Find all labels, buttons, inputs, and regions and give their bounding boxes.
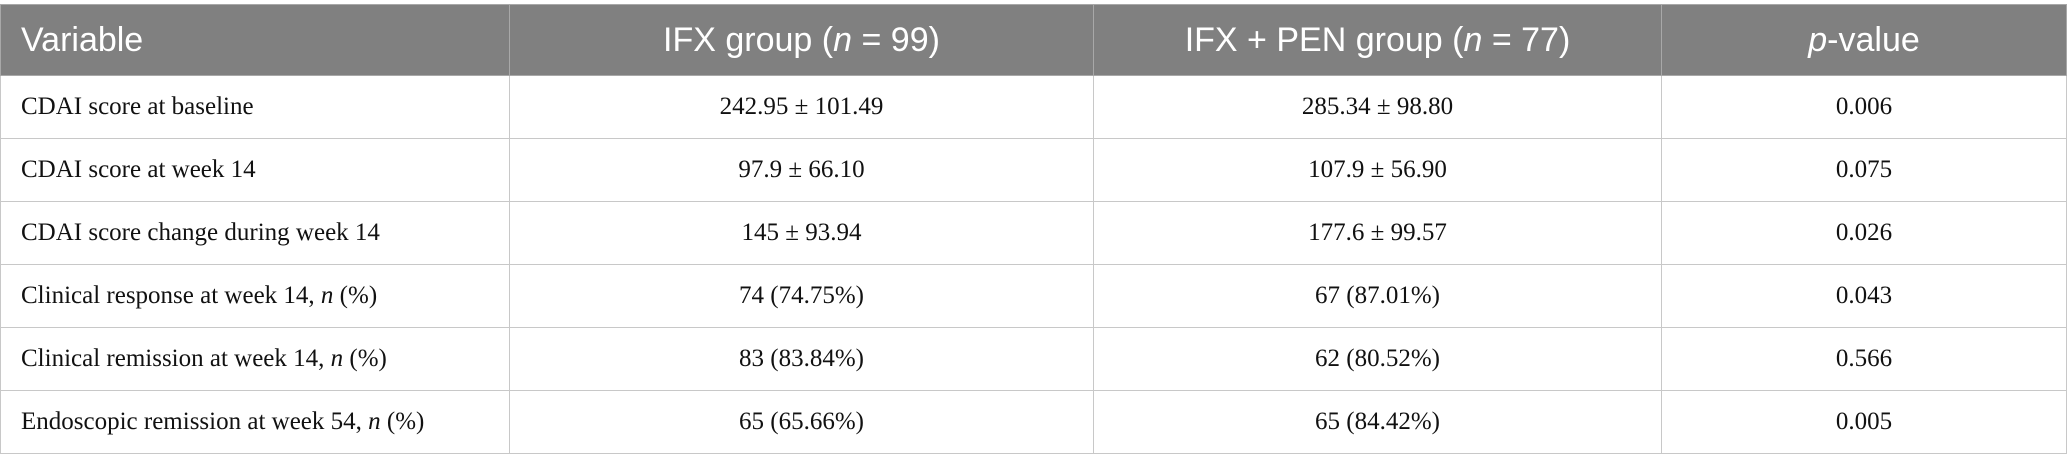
- cell-text: = 77): [1482, 20, 1571, 59]
- table-cell: 0.075: [1661, 138, 2067, 202]
- cell-text: Clinical remission at week 14,: [21, 345, 331, 372]
- table-cell: 0.026: [1661, 201, 2067, 265]
- cell-text: (%): [380, 408, 425, 435]
- table-cell: 65 (84.42%): [1093, 390, 1662, 454]
- table-cell: Endoscopic remission at week 54, n (%): [0, 390, 510, 454]
- cell-text: n: [833, 20, 853, 59]
- table-row: CDAI score at week 14 97.9 ± 66.10 107.9 ±…: [0, 138, 2067, 202]
- table-cell: 97.9 ± 66.10: [509, 138, 1094, 202]
- cell-text: Variable: [21, 20, 144, 59]
- cell-text: CDAI score at baseline: [21, 93, 254, 120]
- table-row: CDAI score change during week 14 145 ± 93…: [0, 201, 2067, 265]
- table-cell: Clinical response at week 14, n (%): [0, 264, 510, 328]
- table-body: CDAI score at baseline 242.95 ± 101.49 285…: [0, 75, 2067, 454]
- table-cell: 0.005: [1661, 390, 2067, 454]
- cell-text: -value: [1827, 20, 1920, 59]
- table-cell: 67 (87.01%): [1093, 264, 1662, 328]
- cell-text: IFX group (: [663, 20, 834, 59]
- cell-text: IFX + PEN group (: [1184, 20, 1464, 59]
- cell-text: n: [1463, 20, 1483, 59]
- cell-text: Clinical response at week 14,: [21, 282, 321, 309]
- table-row: Clinical remission at week 14, n (%) 83 (…: [0, 327, 2067, 391]
- header-cell: Variable: [0, 4, 510, 76]
- cell-text: = 99): [852, 20, 940, 59]
- cell-text: (%): [343, 345, 387, 372]
- cell-text: CDAI score at week 14: [21, 156, 256, 183]
- table-cell: 83 (83.84%): [509, 327, 1094, 391]
- table-cell: 177.6 ± 99.57: [1093, 201, 1662, 265]
- cell-text: CDAI score change during week 14: [21, 219, 380, 246]
- table-cell: CDAI score at week 14: [0, 138, 510, 202]
- cell-text: n: [330, 345, 344, 372]
- table-cell: 285.34 ± 98.80: [1093, 75, 1662, 139]
- table-cell: 0.043: [1661, 264, 2067, 328]
- table-cell: 107.9 ± 56.90: [1093, 138, 1662, 202]
- table-cell: 0.006: [1661, 75, 2067, 139]
- table-cell: 242.95 ± 101.49: [509, 75, 1094, 139]
- table-cell: 74 (74.75%): [509, 264, 1094, 328]
- cell-text: n: [368, 408, 381, 435]
- data-table: Variable IFX group (n = 99) IFX + PEN grou…: [0, 4, 2067, 454]
- table-cell: 65 (65.66%): [509, 390, 1094, 454]
- header-row: Variable IFX group (n = 99) IFX + PEN grou…: [0, 4, 2067, 76]
- header-cell: IFX group (n = 99): [509, 4, 1094, 76]
- table-cell: 0.566: [1661, 327, 2067, 391]
- table-row: Clinical response at week 14, n (%) 74 (7…: [0, 264, 2067, 328]
- header-cell: p-value: [1661, 4, 2067, 76]
- table-row: CDAI score at baseline 242.95 ± 101.49 285…: [0, 75, 2067, 139]
- header-cell: IFX + PEN group (n = 77): [1093, 4, 1662, 76]
- cell-text: Endoscopic remission at week 54,: [21, 408, 369, 435]
- table-head: Variable IFX group (n = 99) IFX + PEN grou…: [0, 4, 2067, 76]
- table-cell: Clinical remission at week 14, n (%): [0, 327, 510, 391]
- table-cell: CDAI score at baseline: [0, 75, 510, 139]
- table-cell: 145 ± 93.94: [509, 201, 1094, 265]
- table-cell: CDAI score change during week 14: [0, 201, 510, 265]
- cell-text: p: [1808, 20, 1828, 59]
- cell-text: (%): [333, 282, 378, 309]
- cell-text: n: [320, 282, 334, 309]
- table-row: Endoscopic remission at week 54, n (%) 65…: [0, 390, 2067, 454]
- table-cell: 62 (80.52%): [1093, 327, 1662, 391]
